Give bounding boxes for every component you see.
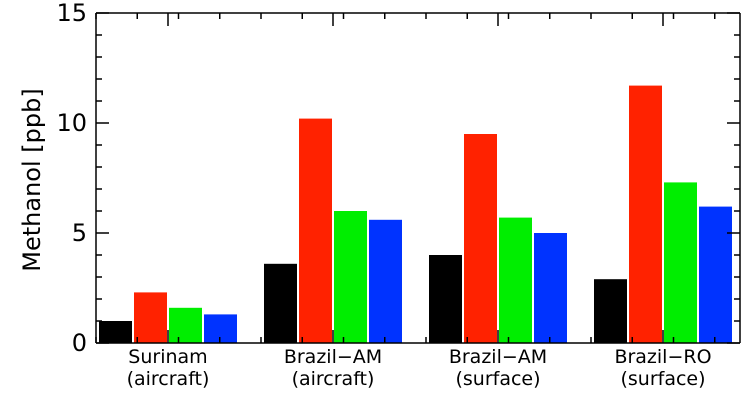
x-category-label: (aircraft) [127, 368, 210, 390]
bar-2-1 [464, 134, 497, 343]
axes-group [95, 12, 741, 344]
bar-3-0 [594, 279, 627, 343]
y-tick-label: 5 [72, 219, 87, 247]
x-category-label: Brazil−AM [284, 346, 382, 368]
bar-0-1 [134, 292, 167, 343]
bar-2-2 [499, 217, 532, 343]
x-category-label: Brazil−RO [614, 346, 711, 368]
x-category-label: (aircraft) [292, 368, 375, 390]
bar-1-2 [334, 211, 367, 343]
x-category-label: (surface) [620, 368, 705, 390]
bar-0-2 [169, 307, 202, 343]
bar-2-0 [429, 255, 462, 343]
y-axis-title: Methanol [ppb] [18, 88, 46, 271]
bar-3-3 [699, 206, 732, 343]
x-category-label: (surface) [455, 368, 540, 390]
y-tick-label: 0 [72, 329, 87, 357]
x-category-label: Surinam [128, 346, 207, 368]
bar-2-3 [534, 233, 567, 343]
y-tick-label: 10 [56, 109, 87, 137]
bar-1-1 [299, 118, 332, 343]
bar-1-3 [369, 219, 402, 343]
labels-group: 051015Surinam(aircraft)Brazil−AM(aircraf… [56, 0, 711, 390]
bars-group [99, 85, 732, 343]
y-tick-label: 15 [56, 0, 87, 27]
bar-3-1 [629, 85, 662, 343]
bar-1-0 [264, 263, 297, 343]
x-category-label: Brazil−AM [449, 346, 547, 368]
bar-0-0 [99, 321, 132, 343]
bar-3-2 [664, 182, 697, 343]
